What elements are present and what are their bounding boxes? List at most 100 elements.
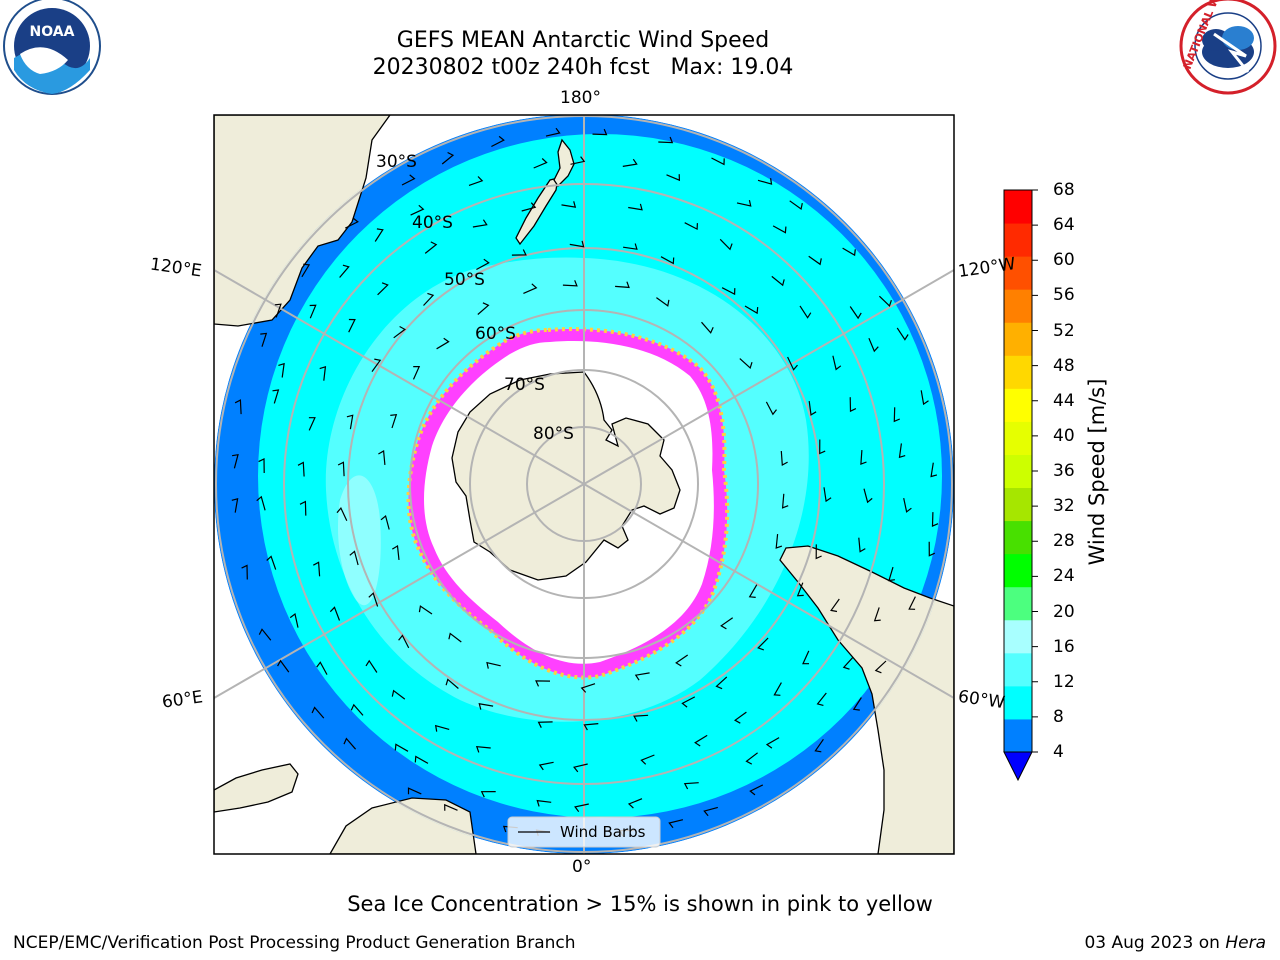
lat-label-60s: 60°S — [475, 324, 516, 344]
colorbar-band — [1004, 487, 1032, 522]
colorbar-band — [1004, 619, 1032, 654]
wind-barb — [744, 305, 759, 315]
wind-barb — [842, 247, 856, 257]
colorbar-tick-label: 16 — [1053, 636, 1075, 657]
wind-barb — [274, 303, 282, 318]
wind-barb — [407, 787, 422, 795]
colorbar-band — [1004, 322, 1032, 356]
wind-barb — [719, 238, 733, 251]
wind-barb — [536, 799, 552, 807]
colorbar-tick-label: 32 — [1053, 496, 1075, 517]
wind-barb — [476, 258, 490, 271]
wind-barb — [852, 697, 862, 711]
wind-barb — [622, 158, 638, 167]
wind-barb — [316, 661, 328, 675]
wind-barb — [771, 275, 785, 287]
wind-barb — [368, 592, 379, 607]
wind-barb — [749, 784, 764, 796]
generation-date-text: 03 Aug 2023 on — [1084, 933, 1226, 953]
wind-barb — [896, 327, 909, 341]
colorbar-band — [1004, 223, 1032, 257]
colorbar-tick-label: 28 — [1053, 531, 1075, 552]
wind-barb — [231, 453, 239, 469]
wind-barb — [537, 721, 553, 728]
wind-barb — [241, 564, 248, 580]
wind-barb — [583, 723, 599, 731]
wind-barb — [486, 661, 501, 669]
nws-logo: NATIONAL WEATHER SERVICE — [1179, 0, 1277, 95]
wind-barb — [423, 292, 435, 306]
wind-barb — [928, 541, 936, 557]
wind-barb — [256, 495, 266, 511]
wind-barb — [893, 407, 901, 423]
meridian-120e-60w — [214, 269, 954, 699]
wind-barb — [336, 506, 348, 522]
wind-barb — [377, 282, 389, 296]
wind-barb — [640, 754, 655, 765]
wind-barb — [789, 200, 803, 211]
wind-barb — [349, 550, 359, 566]
colorbar-tick-label: 8 — [1053, 706, 1064, 727]
wind-barb — [523, 283, 538, 294]
wind-barb — [258, 458, 265, 474]
wind-barb — [260, 332, 268, 347]
wind-barb — [234, 399, 242, 415]
colorbar-band — [1004, 190, 1032, 224]
wind-barb — [721, 287, 736, 296]
wind-barb — [860, 450, 867, 465]
wind-barb — [574, 803, 589, 813]
colorbar-tick-label: 64 — [1053, 215, 1075, 236]
wind-barb — [418, 605, 433, 615]
wind-barb — [830, 598, 840, 613]
wind-barb — [765, 401, 777, 416]
lat-label-30s: 30°S — [376, 152, 417, 172]
wind-barb — [660, 256, 675, 265]
wind-barb — [739, 358, 753, 369]
wind-barb — [903, 497, 912, 513]
wind-barb — [475, 746, 491, 753]
wind-barb — [931, 512, 939, 528]
colorbar-tick-label: 52 — [1053, 320, 1075, 341]
wind-barb — [634, 672, 650, 681]
wind-barb — [329, 606, 341, 621]
colorbar-tick-label: 48 — [1053, 355, 1075, 376]
wind-barb — [311, 706, 325, 719]
wind-barb — [615, 281, 630, 289]
noaa-logo-text: NOAA — [30, 24, 75, 40]
wind-barb — [374, 228, 384, 242]
wind-barb — [391, 689, 406, 700]
colorbar-tick-label: 68 — [1053, 180, 1075, 200]
producer-credit: NCEP/EMC/Verification Post Processing Pr… — [13, 933, 576, 953]
wind-barb — [436, 337, 450, 350]
generation-date: 03 Aug 2023 on Hera — [1084, 933, 1266, 953]
wind-barb — [796, 582, 804, 597]
wind-barb — [799, 305, 812, 319]
wind-barb — [380, 514, 390, 530]
wind-barb — [775, 534, 783, 549]
wind-barb — [808, 255, 822, 266]
wind-barb — [348, 318, 356, 333]
wind-barb — [720, 617, 734, 630]
wind-barb — [815, 544, 822, 560]
wind-barb — [545, 127, 561, 137]
lat-label-50s: 50°S — [444, 270, 485, 290]
wind-barb — [309, 304, 317, 319]
wind-barb — [773, 682, 782, 696]
wind-barb — [745, 752, 758, 765]
wind-barb — [344, 217, 359, 229]
colorbar-tick-label: 36 — [1053, 461, 1075, 481]
wind-barb — [561, 201, 577, 208]
wind-barb — [299, 500, 307, 516]
wind-barb — [765, 737, 780, 749]
wind-barb — [823, 487, 832, 503]
wind-barb — [658, 136, 674, 144]
wind-barb — [832, 355, 842, 371]
colorbar-band — [1004, 256, 1032, 290]
wind-barb — [930, 462, 938, 478]
colorbar-band — [1004, 652, 1032, 687]
wind-barb — [878, 295, 892, 307]
colorbar-tick-label: 56 — [1053, 285, 1075, 306]
wind-barb — [272, 389, 280, 404]
wind-barb — [562, 280, 578, 287]
wind-barb — [533, 158, 548, 169]
